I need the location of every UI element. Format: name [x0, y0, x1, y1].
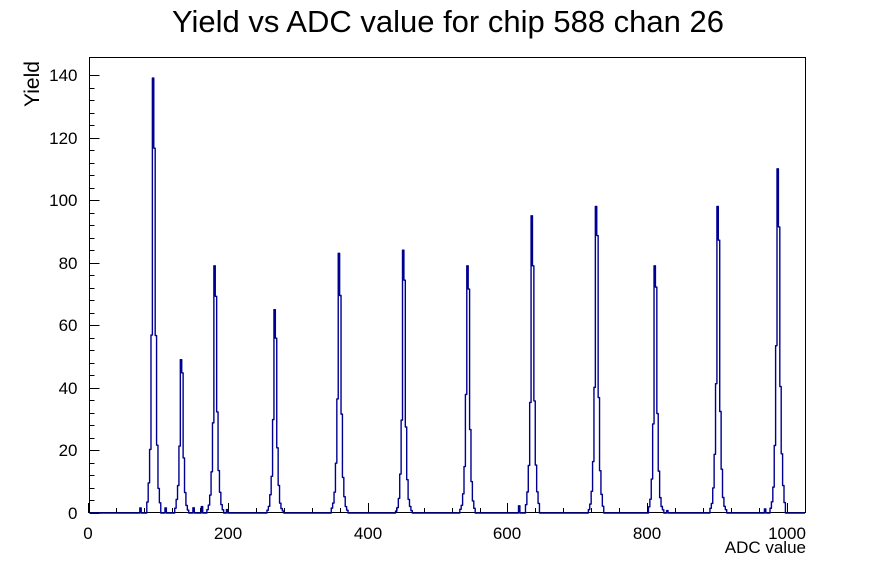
svg-text:140: 140	[49, 66, 77, 85]
svg-text:600: 600	[493, 524, 521, 543]
svg-text:20: 20	[59, 441, 78, 460]
svg-text:0: 0	[68, 504, 77, 523]
svg-text:ADC value: ADC value	[725, 538, 806, 557]
svg-text:0: 0	[83, 524, 92, 543]
svg-text:800: 800	[633, 524, 661, 543]
svg-text:100: 100	[49, 191, 77, 210]
svg-text:Yield: Yield	[21, 61, 44, 107]
svg-text:60: 60	[59, 316, 78, 335]
svg-text:80: 80	[59, 254, 78, 273]
svg-text:200: 200	[214, 524, 242, 543]
svg-text:400: 400	[354, 524, 382, 543]
svg-text:120: 120	[49, 129, 77, 148]
svg-text:40: 40	[59, 379, 78, 398]
